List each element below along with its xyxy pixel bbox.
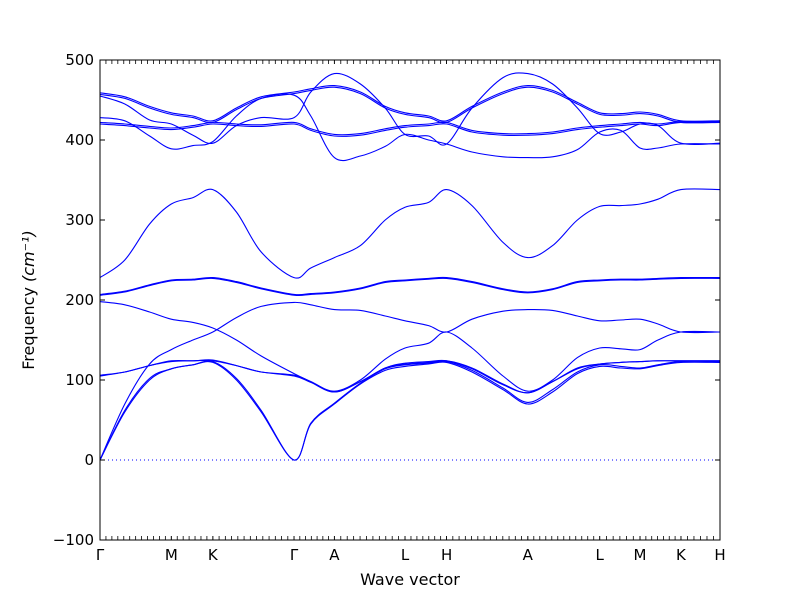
y-axis-title: Frequency (cm⁻¹) — [19, 230, 38, 369]
y-tick-label: 300 — [65, 211, 94, 229]
phonon-branch-3 — [99, 301, 721, 461]
x-tick-label-L: L — [596, 546, 605, 564]
y-tick-label: 400 — [65, 131, 94, 149]
plot-lines — [99, 72, 721, 461]
x-tick-label-L: L — [401, 546, 410, 564]
phonon-branch-10 — [99, 121, 721, 137]
phonon-branch-15 — [99, 84, 721, 122]
phonon-branch-7 — [99, 277, 721, 297]
phonon-branch-6 — [99, 301, 720, 394]
x-tick-label-M: M — [634, 546, 647, 564]
x-tick-label-K: K — [676, 546, 687, 564]
y-axis-title-unit: (cm⁻¹) — [19, 230, 38, 282]
y-tick-label: 100 — [65, 371, 94, 389]
y-tick-label: 500 — [65, 51, 94, 69]
phonon-branch-13 — [99, 72, 721, 146]
x-tick-label-Γ: Γ — [96, 546, 105, 564]
x-axis-title: Wave vector — [360, 570, 460, 589]
y-tick-label: 200 — [65, 291, 94, 309]
y-tick-label: 0 — [84, 451, 94, 469]
y-axis: −100 0 100 200 300 400 500 — [53, 51, 720, 549]
phonon-branch-11 — [99, 120, 721, 136]
x-tick-label-Γ: Γ — [290, 546, 299, 564]
y-tick-label: −100 — [53, 531, 94, 549]
phonon-branch-8 — [99, 276, 721, 296]
x-tick-label-H: H — [714, 546, 725, 564]
x-tick-label-K: K — [208, 546, 219, 564]
x-tick-label-H: H — [441, 546, 452, 564]
x-tick-label-M: M — [165, 546, 178, 564]
x-tick-label-A: A — [523, 546, 534, 564]
y-axis-title-text: Frequency — [19, 282, 38, 370]
phonon-branch-14 — [99, 86, 721, 124]
x-tick-label-A: A — [329, 546, 340, 564]
phonon-branch-2 — [99, 360, 721, 461]
phonon-branch-9 — [99, 188, 721, 279]
